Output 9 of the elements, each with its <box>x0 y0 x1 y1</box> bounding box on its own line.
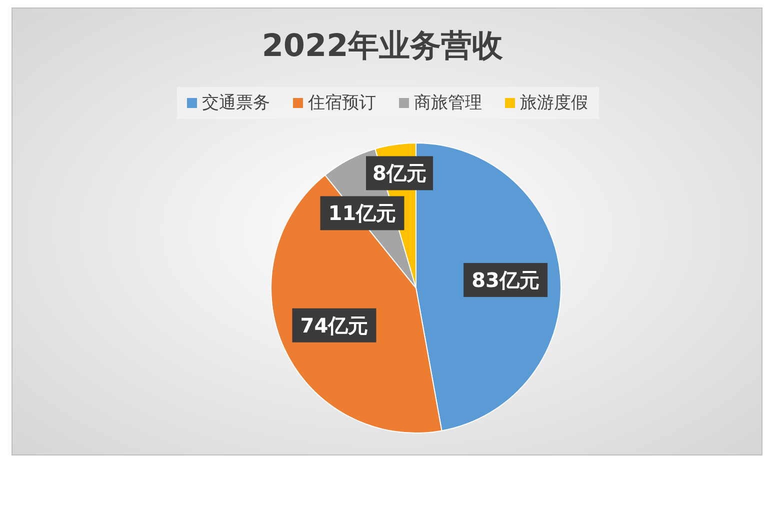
chart-title: 2022年业务营收 <box>262 28 504 64</box>
legend-label: 商旅管理 <box>414 93 482 113</box>
legend-label: 住宿预订 <box>307 93 376 113</box>
legend-label: 旅游度假 <box>520 93 588 113</box>
data-label: 11亿元 <box>328 201 396 226</box>
data-label: 74亿元 <box>300 313 368 338</box>
legend-label: 交通票务 <box>202 93 270 113</box>
data-label: 8亿元 <box>372 161 426 186</box>
data-label: 83亿元 <box>472 268 540 292</box>
